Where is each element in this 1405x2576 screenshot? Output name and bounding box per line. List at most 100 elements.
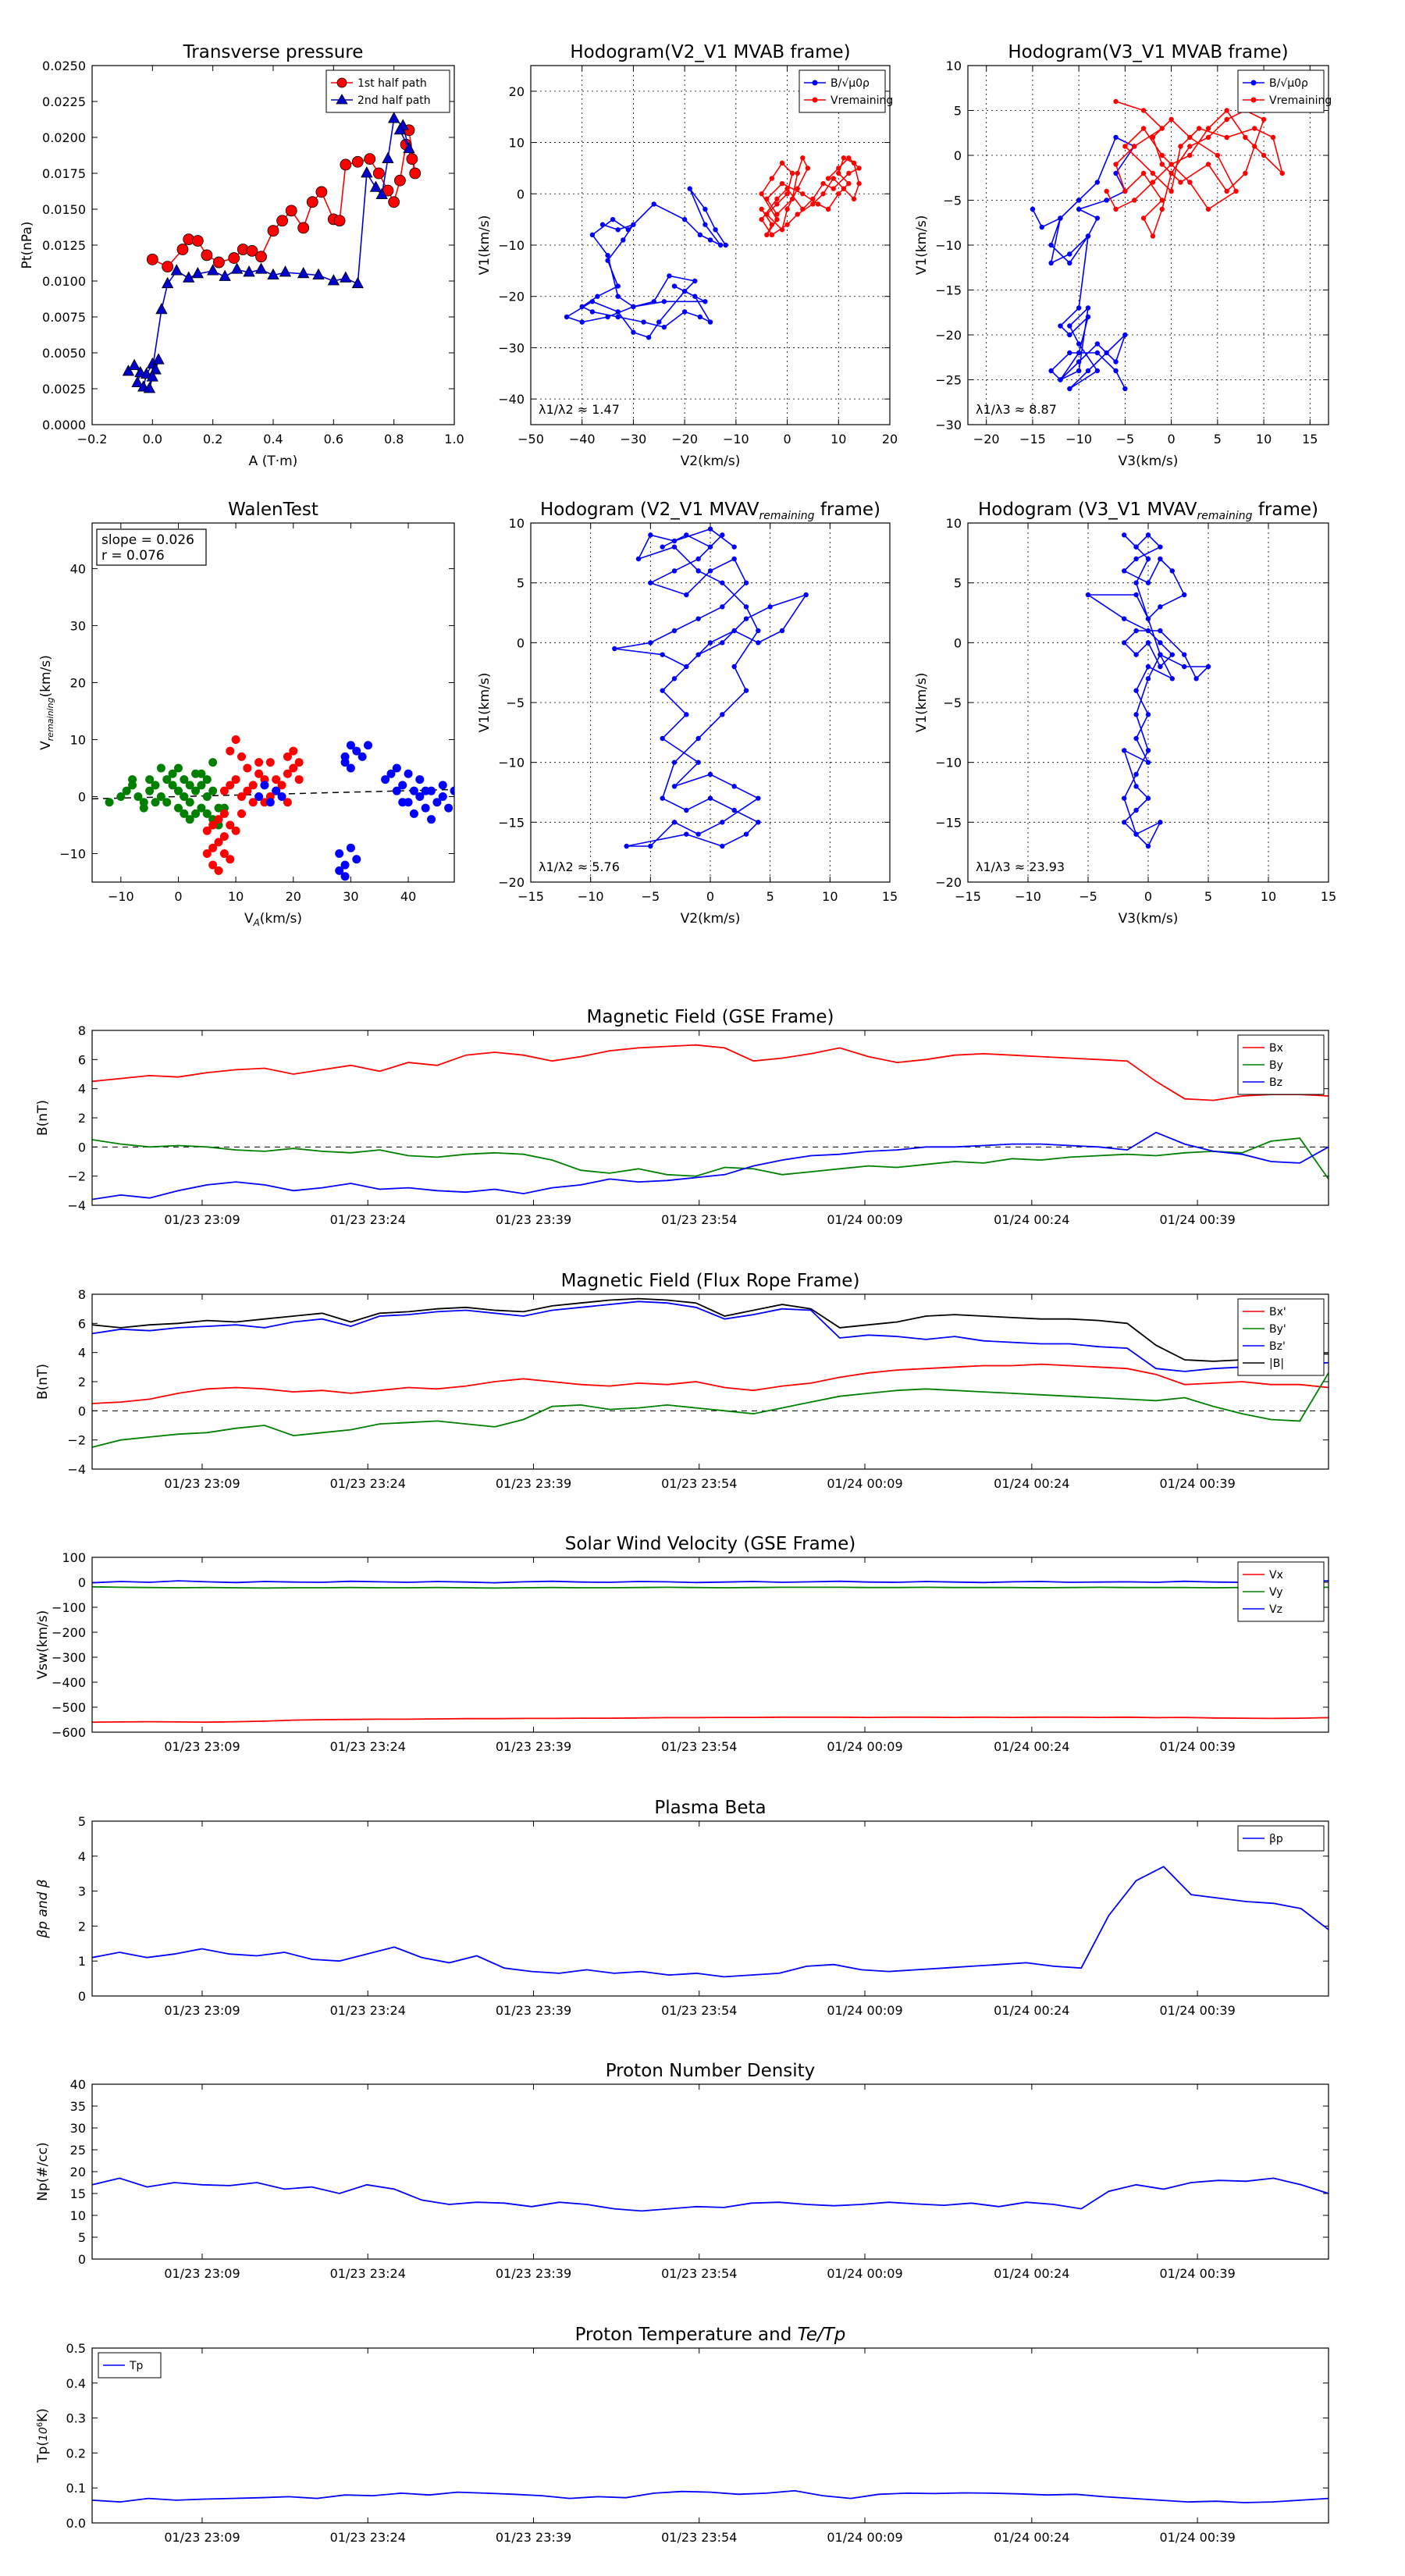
data-point	[1270, 134, 1276, 141]
data-point	[1030, 206, 1036, 212]
y-tick-label: −500	[52, 1700, 86, 1715]
data-point	[695, 831, 701, 837]
x-tick-label: −20	[671, 432, 698, 447]
data-point	[836, 170, 841, 176]
data-point	[231, 775, 240, 785]
data-point	[1145, 760, 1151, 765]
x-tick-label: 01/23 23:24	[330, 2530, 406, 2545]
data-point	[105, 798, 114, 807]
data-point	[143, 382, 156, 393]
data-point	[707, 319, 713, 325]
data-point	[795, 170, 800, 176]
data-point	[219, 786, 229, 795]
data-point	[1159, 197, 1165, 203]
data-point	[851, 196, 857, 202]
series-line	[760, 156, 860, 237]
data-point	[660, 544, 665, 550]
data-point	[695, 652, 701, 657]
y-tick-label: 0.0075	[42, 310, 86, 325]
data-point	[191, 786, 201, 795]
data-point	[769, 222, 775, 227]
x-tick-label: −15	[955, 889, 981, 904]
data-point	[297, 222, 310, 234]
data-point	[128, 358, 140, 370]
data-point	[774, 212, 780, 217]
data-point	[810, 196, 816, 202]
x-tick-label: 5	[1214, 432, 1222, 447]
x-tick-label: 01/24 00:24	[994, 2266, 1069, 2281]
data-point	[1094, 350, 1101, 356]
x-tick-label: 15	[1302, 432, 1318, 447]
data-point	[841, 155, 847, 161]
y-tick-label: 2	[78, 1919, 86, 1934]
data-point	[387, 112, 400, 123]
data-point	[589, 309, 596, 315]
series-0-tp	[92, 2489, 1329, 2503]
plot-frame	[530, 522, 891, 883]
legend-box	[799, 69, 886, 113]
data-point	[825, 206, 831, 212]
data-point	[1145, 640, 1151, 646]
x-tick-label: −30	[621, 432, 647, 447]
data-point	[720, 820, 725, 825]
data-point	[406, 153, 418, 165]
data-point	[1067, 251, 1072, 257]
fit-line	[92, 788, 454, 800]
x-tick-label: 10	[228, 889, 244, 904]
data-point	[661, 324, 667, 330]
data-point	[1150, 233, 1156, 239]
y-tick-label: 10	[509, 516, 525, 531]
legend-marker-0	[812, 80, 818, 86]
series-1-2nd-half-path	[122, 112, 415, 393]
data-point	[756, 628, 761, 634]
data-point	[702, 299, 708, 304]
data-point	[612, 646, 617, 652]
x-tick-label: 01/23 23:39	[496, 1476, 571, 1491]
data-point	[226, 781, 235, 790]
y-tick-label: 40	[70, 2077, 86, 2092]
data-point	[133, 792, 143, 801]
x-axis-label: V3(km/s)	[1119, 911, 1179, 927]
y-axis: 0 5 10 15 20 25 30 35 40	[70, 2077, 1329, 2267]
x-tick-label: 01/23 23:39	[496, 2266, 571, 2281]
data-point	[615, 314, 621, 320]
y-axis-label: Vremaining(km/s)	[38, 655, 55, 750]
series-1-vremaining	[1104, 98, 1285, 239]
data-point	[382, 151, 394, 164]
y-tick-label: −20	[935, 875, 962, 890]
data-point	[631, 304, 636, 310]
legend: B/√μ0ρ Vremaining	[1237, 69, 1332, 113]
data-point	[1145, 664, 1151, 670]
data-point	[226, 746, 235, 756]
data-point	[1076, 197, 1082, 203]
data-point	[764, 212, 770, 217]
data-point	[1104, 188, 1109, 194]
data-point	[335, 866, 344, 875]
data-point	[1252, 126, 1257, 131]
data-point	[1133, 807, 1139, 813]
data-point	[1113, 98, 1119, 105]
chart-h4: Hodogram (V2_V1 MVAVremaining frame)−15−…	[477, 500, 898, 927]
data-point	[723, 242, 728, 248]
series-0-points	[105, 758, 229, 830]
data-point	[1158, 604, 1163, 610]
legend: 1st half path 2nd half path	[325, 69, 450, 113]
plot-frame	[530, 65, 891, 425]
data-point	[197, 803, 206, 813]
data-point	[1145, 795, 1151, 801]
data-point	[1122, 568, 1127, 574]
data-point	[191, 235, 204, 247]
data-point	[444, 803, 454, 813]
plot-frame	[967, 65, 1329, 425]
data-point	[695, 760, 701, 765]
legend-box	[325, 69, 450, 113]
series-line	[92, 1372, 1329, 1448]
data-point	[340, 860, 350, 870]
data-point	[228, 252, 240, 264]
y-tick-label: 3	[78, 1884, 86, 1899]
data-point	[635, 556, 642, 562]
x-tick-label: −15	[1019, 432, 1046, 447]
data-point	[743, 616, 749, 621]
data-point	[1158, 664, 1163, 670]
data-point	[631, 222, 636, 227]
